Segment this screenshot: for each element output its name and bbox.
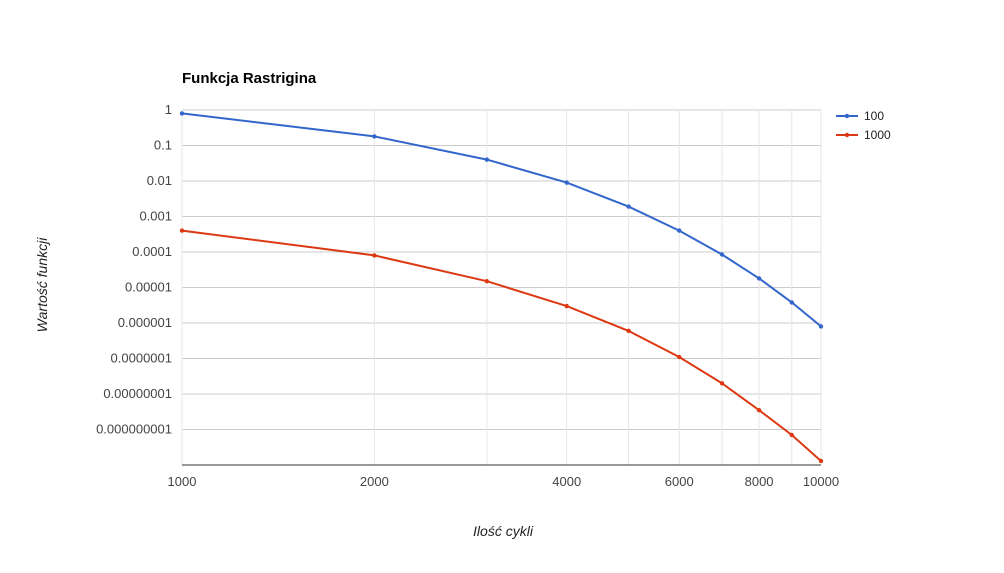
data-point-100 xyxy=(756,276,762,281)
series-line-1000 xyxy=(181,229,822,462)
data-point-1000 xyxy=(564,303,569,309)
data-point-1000 xyxy=(677,354,682,360)
x-tick-label: 2000 xyxy=(360,474,389,489)
y-tick-label: 0.001 xyxy=(139,209,172,224)
data-point-100 xyxy=(719,252,725,257)
y-tick-label: 0.000001 xyxy=(118,315,172,330)
y-tick-label: 0.00000001 xyxy=(103,386,172,401)
legend-marker xyxy=(844,113,850,119)
y-axis-title: Wartość funkcji xyxy=(34,237,50,333)
data-point-100 xyxy=(484,157,490,162)
data-point-100 xyxy=(789,300,794,305)
data-point-100 xyxy=(372,134,377,139)
y-tick-label: 0.00001 xyxy=(125,280,172,295)
chart-title: Funkcja Rastrigina xyxy=(182,70,317,87)
x-tick-label: 8000 xyxy=(745,474,774,489)
data-point-1000 xyxy=(484,279,490,284)
gridlines xyxy=(181,109,822,465)
legend-label: 100 xyxy=(864,109,884,123)
data-point-1000 xyxy=(789,432,794,438)
data-point-1000 xyxy=(719,381,725,386)
data-point-1000 xyxy=(818,458,824,464)
data-point-100 xyxy=(818,324,824,329)
series-line-100 xyxy=(181,112,822,328)
y-tick-label: 0.01 xyxy=(147,173,172,188)
y-tick-label: 0.000000001 xyxy=(96,422,172,437)
y-axis-ticks: 1 0.1 0.01 0.001 0.0001 0.00001 0.000001 0.0000… xyxy=(96,102,172,437)
data-point-1000 xyxy=(179,228,185,233)
x-tick-label: 10000 xyxy=(803,474,839,489)
legend: 100 1000 xyxy=(836,109,891,142)
series-layer xyxy=(179,111,824,464)
data-point-100 xyxy=(626,204,631,209)
data-point-100 xyxy=(564,180,569,185)
data-point-1000 xyxy=(372,253,377,258)
data-point-1000 xyxy=(626,328,631,334)
x-tick-label: 4000 xyxy=(552,474,581,489)
x-axis-ticks: 1000 2000 4000 6000 8000 10000 xyxy=(168,474,840,489)
legend-marker xyxy=(844,132,850,138)
y-tick-label: 0.0001 xyxy=(132,244,172,259)
y-tick-label: 1 xyxy=(165,102,172,117)
x-axis-title: Ilość cykli xyxy=(473,523,534,539)
data-point-1000 xyxy=(756,407,762,413)
legend-label: 1000 xyxy=(864,128,891,142)
y-tick-label: 0.1 xyxy=(154,138,172,153)
data-point-100 xyxy=(179,111,185,116)
x-tick-label: 1000 xyxy=(168,474,197,489)
data-point-100 xyxy=(677,228,682,233)
x-tick-label: 6000 xyxy=(665,474,694,489)
y-tick-label: 0.0000001 xyxy=(111,351,172,366)
